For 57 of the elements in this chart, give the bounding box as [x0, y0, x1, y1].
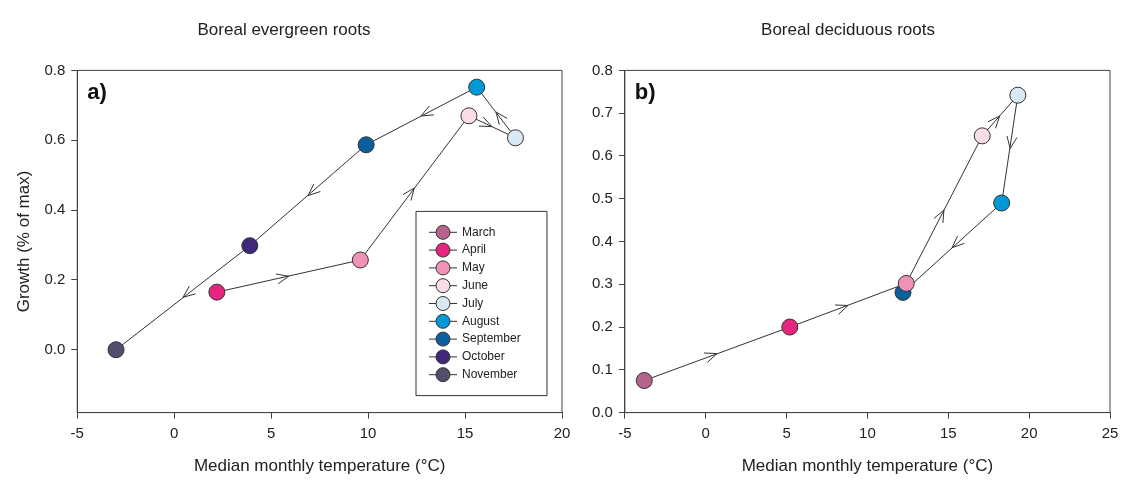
y-tick-label: 0.7 — [591, 103, 613, 121]
x-axis-title: Median monthly temperature (°C) — [741, 456, 994, 476]
x-tick-label: 0 — [170, 423, 179, 441]
y-tick-label: 0.6 — [44, 130, 66, 148]
y-tick-label: 0.1 — [591, 359, 613, 377]
legend-label: July — [462, 295, 484, 310]
y-tick-label: 0.3 — [591, 274, 613, 292]
point — [357, 136, 375, 154]
y-tick-label: 0.0 — [591, 402, 613, 420]
point — [973, 127, 991, 145]
y-tick-label: 0.8 — [44, 60, 66, 78]
annotation: a) — [87, 79, 107, 105]
x-tick-label: 15 — [939, 423, 957, 441]
legend-label: October — [462, 349, 505, 364]
legend-label: September — [462, 331, 521, 346]
annotation: b) — [634, 79, 656, 105]
y-tick-label: 0.6 — [591, 146, 613, 164]
x-tick-label: -5 — [618, 423, 632, 441]
chart-title: Boreal evergreen roots — [197, 19, 371, 39]
point — [506, 129, 524, 147]
legend-label: May — [462, 260, 485, 275]
point — [993, 194, 1011, 212]
y-axis-title: Growth (% of max) — [13, 170, 33, 313]
point — [351, 251, 369, 269]
point — [107, 341, 125, 359]
x-tick-label: 20 — [553, 423, 571, 441]
legend-label: November — [462, 367, 518, 382]
x-tick-label: 15 — [456, 423, 474, 441]
legend-label: June — [462, 278, 489, 293]
x-tick-label: 25 — [1101, 423, 1119, 441]
x-tick-label: 5 — [266, 423, 276, 441]
point — [1009, 86, 1027, 104]
point — [241, 237, 259, 255]
y-tick-label: 0.5 — [591, 188, 613, 206]
y-tick-label: 0.2 — [44, 270, 66, 288]
y-tick-label: 0.8 — [591, 60, 613, 78]
x-tick-label: 10 — [859, 423, 876, 441]
point — [897, 274, 915, 292]
point — [468, 78, 486, 96]
y-tick-label: 0.4 — [591, 231, 613, 249]
point — [781, 318, 799, 336]
legend-label: August — [462, 313, 501, 328]
y-tick-label: 0.2 — [591, 317, 613, 335]
x-axis-title: Median monthly temperature (°C) — [193, 456, 446, 476]
x-tick-label: 10 — [359, 423, 377, 441]
legend-label: March — [462, 224, 496, 239]
x-tick-label: -5 — [70, 423, 84, 441]
x-tick-label: 5 — [782, 423, 791, 441]
legend-label: April — [462, 242, 487, 257]
point — [208, 283, 226, 301]
x-tick-label: 20 — [1020, 423, 1038, 441]
point — [460, 107, 478, 125]
y-tick-label: 0.0 — [44, 339, 66, 357]
point — [635, 372, 653, 390]
y-tick-label: 0.4 — [44, 200, 66, 218]
chart-title: Boreal deciduous roots — [761, 19, 935, 39]
x-tick-label: 0 — [701, 423, 710, 441]
